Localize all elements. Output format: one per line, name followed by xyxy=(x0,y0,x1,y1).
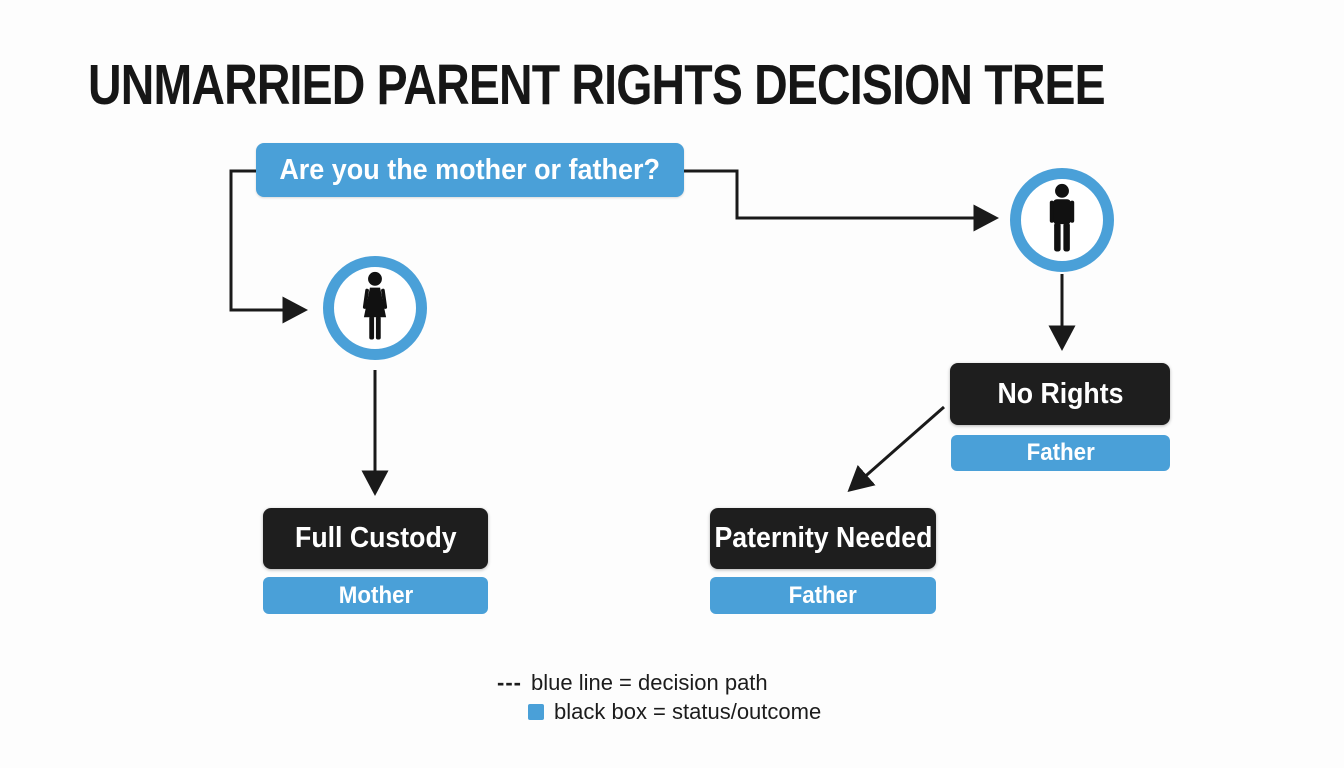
male-person-icon xyxy=(1049,183,1075,252)
who-box-full-custody: Mother xyxy=(263,577,488,614)
who-label: Father xyxy=(788,581,858,609)
outcome-label: Full Custody xyxy=(294,522,457,554)
legend-blue-square-icon xyxy=(528,703,544,720)
legend-row-decision-path: --- blue line = decision path xyxy=(497,668,821,697)
father-node xyxy=(1010,168,1114,272)
outcome-label: Paternity Needed xyxy=(714,522,932,554)
legend-dashes: --- xyxy=(497,670,522,695)
legend-row-outcome: black box = status/outcome xyxy=(528,697,821,726)
mother-node xyxy=(323,256,427,360)
who-label: Mother xyxy=(338,581,413,609)
who-box-paternity-needed: Father xyxy=(710,577,936,614)
edge-no-rights-to-paternity xyxy=(847,405,945,492)
question-box: Are you the mother or father? xyxy=(256,143,684,197)
outcome-box-full-custody: Full Custody xyxy=(263,508,488,569)
edge-question-to-father xyxy=(684,169,999,232)
outcome-box-paternity-needed: Paternity Needed xyxy=(710,508,936,569)
page-title: UNMARRIED PARENT RIGHTS DECISION TREE xyxy=(88,53,1106,117)
question-label: Are you the mother or father? xyxy=(279,153,661,186)
legend-text-decision-path: blue line = decision path xyxy=(530,670,768,695)
legend-text-outcome: black box = status/outcome xyxy=(554,699,822,724)
outcome-box-no-rights: No Rights xyxy=(950,363,1170,425)
who-box-no-rights: Father xyxy=(951,435,1170,471)
outcome-label: No Rights xyxy=(997,377,1123,410)
who-label: Father xyxy=(1026,439,1095,466)
legend: --- blue line = decision path black box … xyxy=(497,668,821,726)
female-person-icon xyxy=(362,271,388,340)
